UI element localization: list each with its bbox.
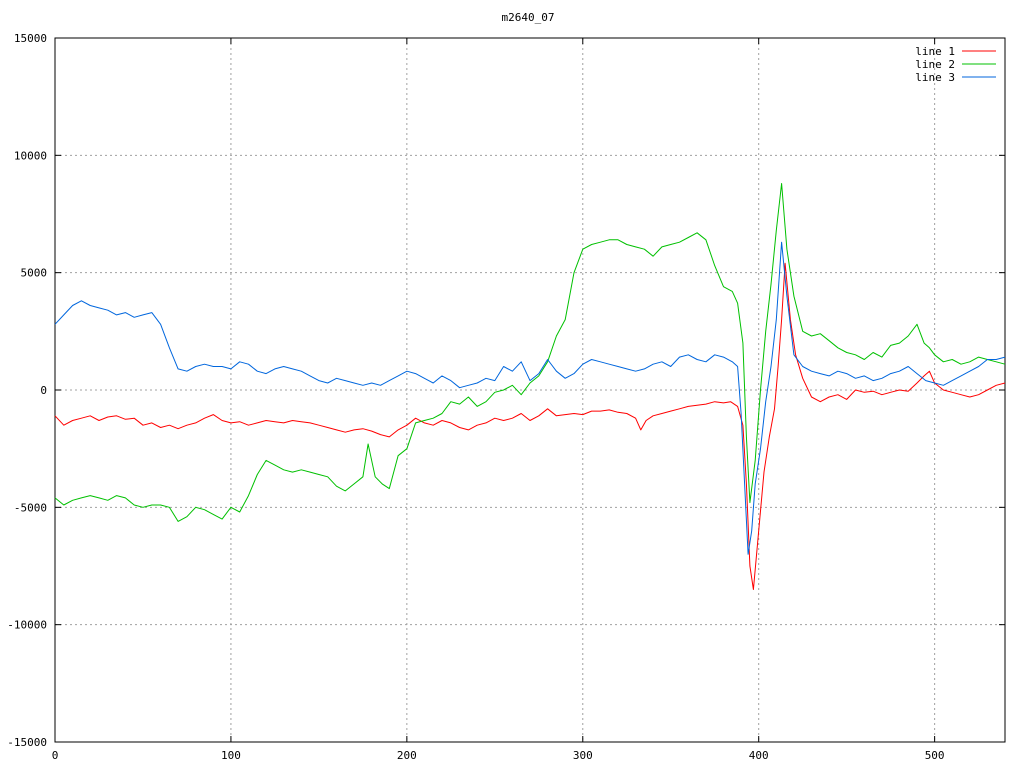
x-tick-label: 0 xyxy=(52,749,59,762)
y-tick-label: -15000 xyxy=(7,736,47,749)
legend-label-3: line 3 xyxy=(915,71,955,84)
x-tick-label: 200 xyxy=(397,749,417,762)
x-tick-label: 300 xyxy=(573,749,593,762)
legend-label-2: line 2 xyxy=(915,58,955,71)
x-tick-label: 500 xyxy=(925,749,945,762)
series-line-2 xyxy=(54,183,1006,522)
y-tick-label: 5000 xyxy=(21,267,48,280)
y-tick-label: 15000 xyxy=(14,32,47,45)
y-tick-label: -10000 xyxy=(7,619,47,632)
y-tick-label: -5000 xyxy=(14,501,47,514)
chart-title: m2640_07 xyxy=(502,11,555,24)
series-lines xyxy=(54,183,1006,590)
legend-label-1: line 1 xyxy=(915,45,955,58)
y-tick-label: 0 xyxy=(40,384,47,397)
series-line-3 xyxy=(54,241,1006,555)
y-tick-label: 10000 xyxy=(14,149,47,162)
x-tick-label: 100 xyxy=(221,749,241,762)
tick-labels: -15000 -10000 -5000 0 5000 10000 15000 0 100 200 3… xyxy=(7,32,944,762)
axes xyxy=(54,37,1006,743)
series-line-1 xyxy=(54,262,1006,590)
x-tick-label: 400 xyxy=(749,749,769,762)
grid xyxy=(55,38,1005,742)
